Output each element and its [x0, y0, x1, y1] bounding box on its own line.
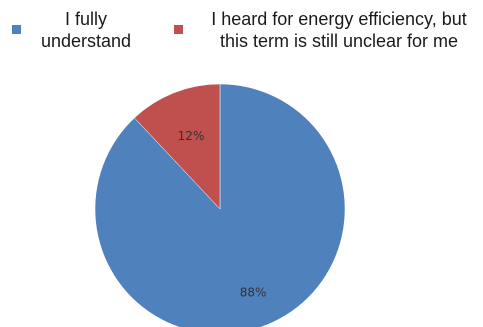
- pie-slice-unclear: [134, 83, 221, 210]
- chart-legend: I fully understand I heard for energy ef…: [0, 0, 483, 70]
- pie-slice-fully-understand: [94, 83, 346, 327]
- legend-swatch-red: [174, 25, 183, 34]
- data-label-unclear: 12%: [178, 129, 205, 143]
- legend-label-unclear: I heard for energy efficiency, but this …: [211, 9, 467, 51]
- data-label-fully-understand: 88%: [240, 286, 267, 300]
- legend-label-fully-understand: I fully understand: [40, 9, 132, 51]
- legend-swatch-blue: [12, 25, 21, 34]
